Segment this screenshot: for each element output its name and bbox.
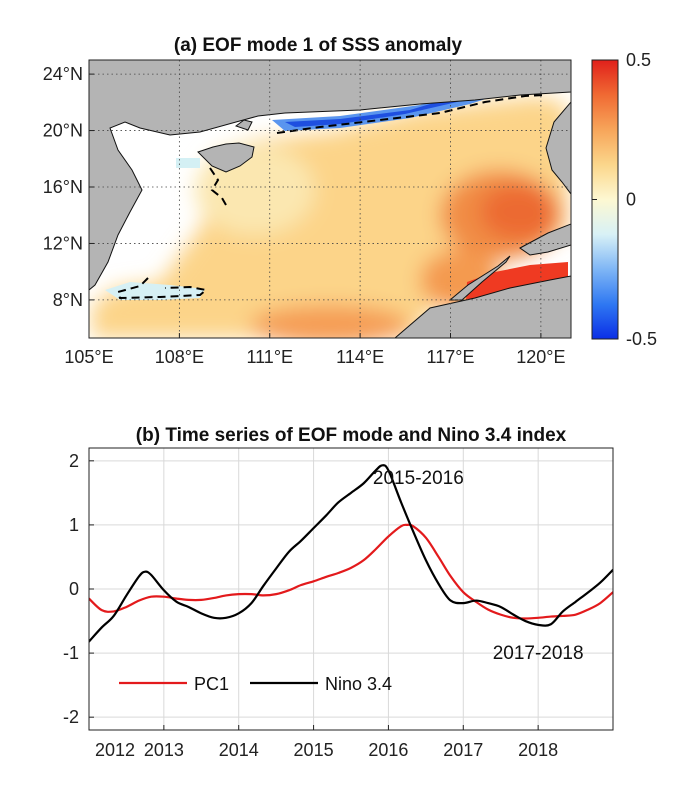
mainland-asia <box>89 60 571 291</box>
colorbar: 0.5 0 -0.5 <box>591 50 657 349</box>
leizhou-tip <box>234 119 253 131</box>
x-tick-label: 2014 <box>219 740 259 760</box>
luzon-island <box>545 101 571 195</box>
zero-contours <box>116 94 546 300</box>
zero-contour-mekong <box>116 277 209 300</box>
panel-a-title: (a) EOF mode 1 of SSS anomaly <box>174 35 463 56</box>
panel-b-series <box>89 464 613 643</box>
x-tick-label: 114°E <box>336 347 384 367</box>
y-tick-label: 1 <box>69 515 79 535</box>
x-tick-label: 117°E <box>427 347 475 367</box>
sss-field-core <box>480 184 560 240</box>
borneo-island <box>394 275 571 338</box>
series-line-pc1 <box>89 523 613 620</box>
map-area <box>89 60 571 338</box>
hainan-island <box>197 142 255 173</box>
x-tick-label: 2013 <box>144 740 184 760</box>
mindoro-island <box>519 223 571 256</box>
x-tick-label: 105°E <box>64 347 113 367</box>
northern-negative-band <box>272 76 520 131</box>
legend-label-nino34: Nino 3.4 <box>325 674 392 694</box>
y-tick-label: 24°N <box>43 64 83 84</box>
y-tick-label: 2 <box>69 451 79 471</box>
colorbar-tick-label: -0.5 <box>626 329 657 349</box>
x-tick-label: 2018 <box>518 740 558 760</box>
northern-negative-core <box>285 79 515 127</box>
panel-b-title: (b) Time series of EOF mode and Nino 3.4… <box>136 425 567 446</box>
zero-contour-north <box>276 94 546 134</box>
y-tick-label: -2 <box>63 707 79 727</box>
x-tick-label: 120°E <box>516 347 565 367</box>
annotation-2015-2016: 2015-2016 <box>373 468 464 489</box>
x-tick-label: 2017 <box>443 740 483 760</box>
x-tick-label: 2015 <box>294 740 334 760</box>
panel-b: (b) Time series of EOF mode and Nino 3.4… <box>63 425 614 760</box>
x-tick-label: 2012 <box>95 740 135 760</box>
x-tick-label: 108°E <box>155 347 204 367</box>
x-tick-label: 2016 <box>368 740 408 760</box>
panel-b-grid <box>89 448 613 730</box>
zero-contour-tonkin <box>209 167 227 206</box>
colorbar-ticks: 0.5 0 -0.5 <box>592 50 657 349</box>
panel-b-ticks: 2012 2013 2014 2015 2016 2017 2018 2 1 0 -1 -2 <box>63 451 558 760</box>
y-tick-label: 8°N <box>53 290 83 310</box>
legend-label-pc1: PC1 <box>194 674 229 694</box>
y-tick-label: 16°N <box>43 177 83 197</box>
y-tick-label: 0 <box>69 579 79 599</box>
mekong-negative-patch <box>105 282 205 300</box>
panel-a-grid <box>89 60 571 338</box>
y-tick-label: 20°N <box>43 121 83 141</box>
tonkin-negative-patch <box>176 158 200 168</box>
land <box>89 60 571 338</box>
panel-a: (a) EOF mode 1 of SSS anomaly <box>43 35 657 367</box>
legend: PC1 Nino 3.4 <box>119 674 392 694</box>
annotation-2017-2018: 2017-2018 <box>493 643 584 664</box>
palawan-island <box>448 255 511 301</box>
panel-a-axes-box <box>88 59 572 339</box>
panel-a-ticks: 105°E 108°E 111°E 114°E 117°E 120°E 8°N 12°N 16°… <box>43 64 566 367</box>
x-tick-label: 111°E <box>246 347 293 367</box>
y-tick-label: 12°N <box>43 233 83 253</box>
y-tick-label: -1 <box>63 643 79 663</box>
series-line-nino34 <box>89 464 613 643</box>
colorbar-tick-label: 0.5 <box>626 50 651 70</box>
colorbar-tick-label: 0 <box>626 190 636 210</box>
sss-field-sulu-edge <box>250 305 410 338</box>
